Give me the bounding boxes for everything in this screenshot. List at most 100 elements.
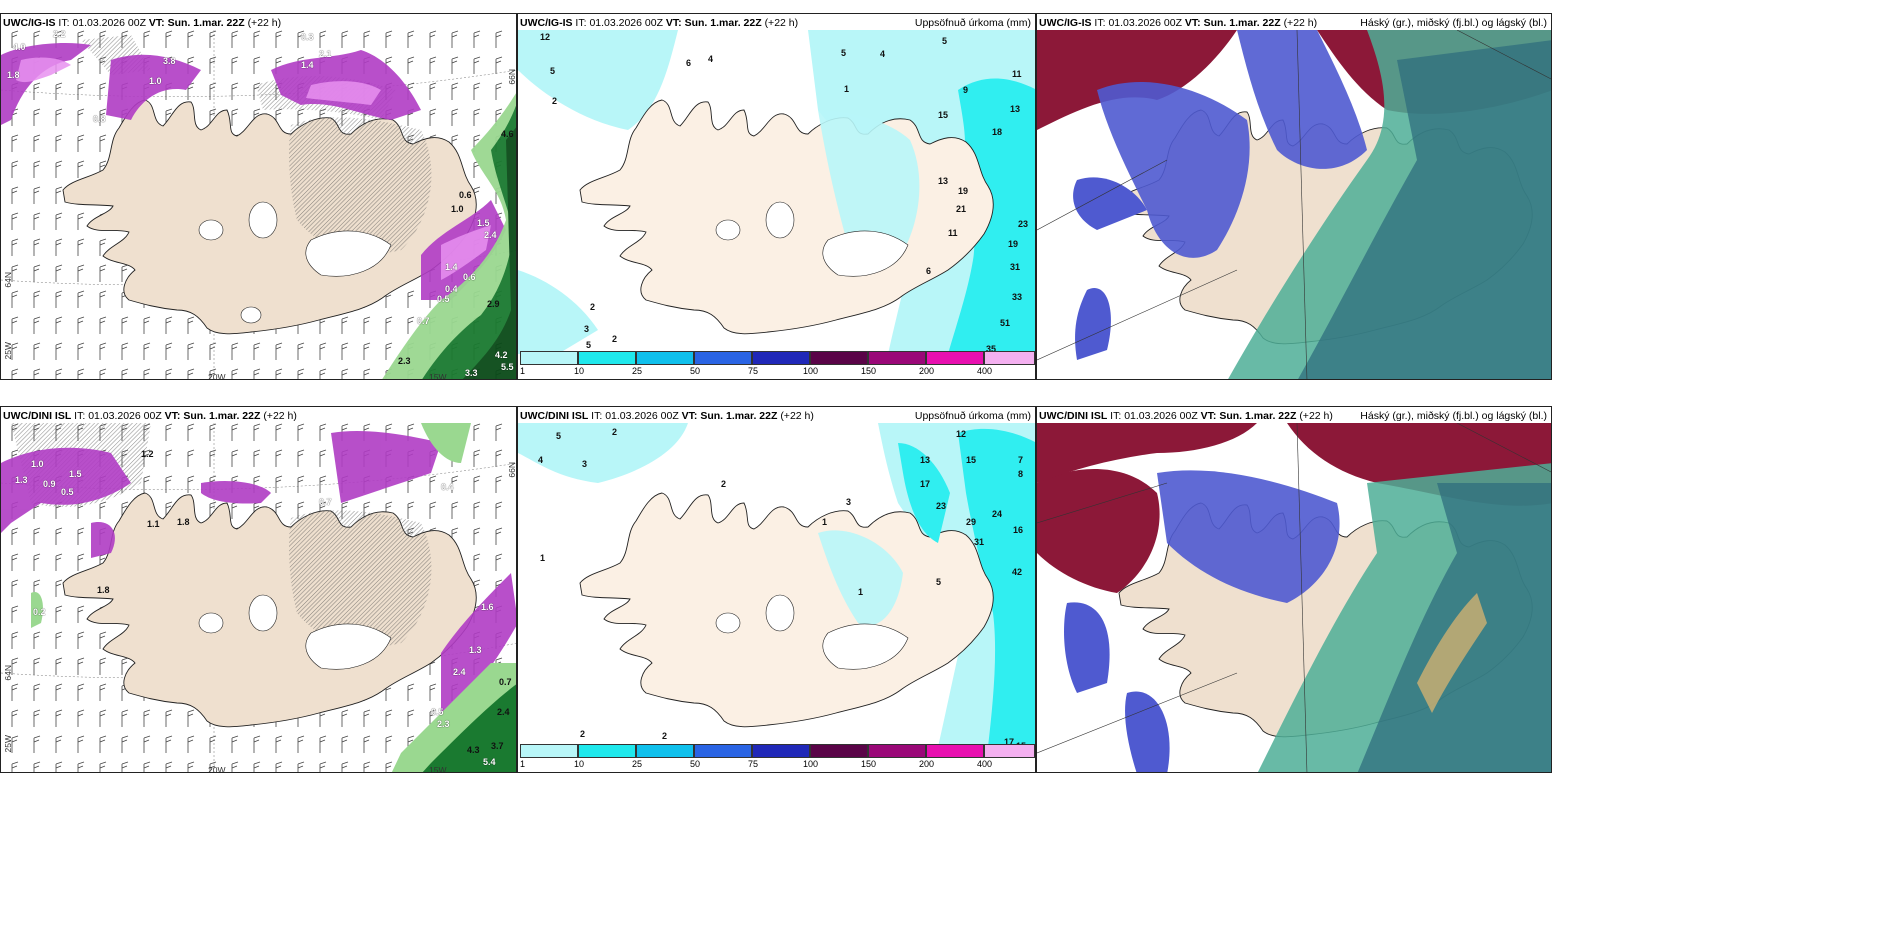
model-name: UWC/DINI ISL xyxy=(3,410,72,422)
precip-value: 12 xyxy=(956,429,967,439)
legend-swatch xyxy=(578,744,636,758)
row1-weather-title: UWC/IG-IS IT: 01.03.2026 00Z VT: Sun. 1.… xyxy=(3,17,282,29)
row2-cloud-map[interactable] xyxy=(1037,423,1552,773)
legend-label: 10 xyxy=(574,366,585,376)
precip-value: 4 xyxy=(708,54,714,64)
wx-label: 0.5 xyxy=(437,294,450,304)
legend-label: 150 xyxy=(861,366,877,376)
legend-swatch xyxy=(984,744,1035,758)
wx-label: 0.9 xyxy=(43,479,56,489)
legend-label: 150 xyxy=(861,759,877,769)
row1-precip-panel: UWC/IG-IS IT: 01.03.2026 00Z VT: Sun. 1.… xyxy=(517,13,1036,380)
wx-label: 2.3 xyxy=(398,356,411,366)
precip-value: 13 xyxy=(938,176,949,186)
wx-label: 1.3 xyxy=(469,645,482,655)
precip-value: 18 xyxy=(992,127,1003,137)
row1-weather-map[interactable] xyxy=(1,30,517,380)
precip-value: 1 xyxy=(844,84,850,94)
precip-value: 31 xyxy=(974,537,985,547)
legend-label: 1 xyxy=(520,759,526,769)
precip-value: 24 xyxy=(992,509,1003,519)
precip-value: 12 xyxy=(540,32,551,42)
wx-label: 0.4 xyxy=(441,482,454,492)
wx-label: 5.4 xyxy=(483,757,496,767)
axis-label: 15W xyxy=(429,765,447,773)
row1-cloud-title: UWC/IG-IS IT: 01.03.2026 00Z VT: Sun. 1.… xyxy=(1039,17,1318,29)
wx-label: 0.5 xyxy=(61,487,74,497)
axis-label: 25W xyxy=(3,735,13,753)
wx-label: 1.4 xyxy=(301,60,314,70)
precip-value: 6 xyxy=(926,266,932,276)
axis-label: 64N xyxy=(3,665,13,681)
wx-label: 4.2 xyxy=(495,350,508,360)
legend-label: 200 xyxy=(919,366,935,376)
legend-label: 100 xyxy=(803,759,819,769)
legend-label: 75 xyxy=(748,366,759,376)
wx-label: 0.6 xyxy=(463,272,476,282)
valid-time: Sun. 1.mar. 22Z xyxy=(167,17,245,29)
precip-value: 5 xyxy=(556,431,562,441)
row2-precip-map[interactable] xyxy=(518,423,1036,747)
wx-label: 0.7 xyxy=(319,497,332,507)
precip-value: 2 xyxy=(662,731,668,741)
legend-label: 25 xyxy=(632,366,643,376)
precip-value: 1 xyxy=(540,553,546,563)
row2-weather-map[interactable] xyxy=(1,423,517,773)
axis-label: 66N xyxy=(507,69,517,85)
wx-label: 2.9 xyxy=(487,299,500,309)
legend-swatch xyxy=(752,351,810,365)
wx-label: 0.5 xyxy=(431,707,444,717)
precip-value: 11 xyxy=(1012,69,1022,79)
wx-label: 0.3 xyxy=(301,32,314,42)
precip-value: 6 xyxy=(686,58,692,68)
wx-label: 0.7 xyxy=(499,677,512,687)
precip-value: 16 xyxy=(1013,525,1024,535)
wx-label: 2.4 xyxy=(497,707,510,717)
precip-value: 3 xyxy=(582,459,588,469)
wx-label: 0.6 xyxy=(459,190,472,200)
legend-label: 50 xyxy=(690,366,701,376)
row2-weather-title: UWC/DINI ISL IT: 01.03.2026 00Z VT: Sun.… xyxy=(3,410,297,422)
axis-label: 25W xyxy=(3,342,13,360)
legend-swatch xyxy=(694,744,752,758)
row2-precip-title: UWC/DINI ISL IT: 01.03.2026 00Z VT: Sun.… xyxy=(520,410,814,422)
precip-value: 51 xyxy=(1000,318,1011,328)
wx-label: 2.3 xyxy=(437,719,450,729)
legend-swatch xyxy=(752,744,810,758)
precip-value: 3 xyxy=(846,497,852,507)
precip-value: 23 xyxy=(936,501,947,511)
axis-label: 20W xyxy=(208,372,226,380)
legend-swatch xyxy=(520,351,578,365)
precip-value: 2 xyxy=(590,302,596,312)
precip-value: 5 xyxy=(942,36,948,46)
wx-label: 3.3 xyxy=(465,368,478,378)
precip-value: 13 xyxy=(1010,104,1021,114)
precip-value: 19 xyxy=(1008,239,1019,249)
precip-value: 5 xyxy=(550,66,556,76)
legend-label: 25 xyxy=(632,759,643,769)
row2-weather-panel: UWC/DINI ISL IT: 01.03.2026 00Z VT: Sun.… xyxy=(0,406,517,773)
precip-value: 42 xyxy=(1012,567,1023,577)
init-time: 01.03.2026 00Z xyxy=(88,410,162,422)
precip-value: 4 xyxy=(880,49,886,59)
legend-label: 1 xyxy=(520,366,526,376)
precip-value: 2 xyxy=(580,729,586,739)
row1-cloud-map[interactable] xyxy=(1037,30,1552,380)
row1-precip-map[interactable] xyxy=(518,30,1036,354)
legend-swatch xyxy=(810,351,868,365)
legend-swatch xyxy=(694,351,752,365)
legend-swatch xyxy=(868,744,926,758)
valid-time: Sun. 1.mar. 22Z xyxy=(183,410,261,422)
precip-value: 3 xyxy=(584,324,590,334)
precip-field-title: Uppsöfnuð úrkoma (mm) xyxy=(914,17,1031,29)
wx-label: 3.8 xyxy=(163,56,176,66)
precip-value: 2 xyxy=(552,96,558,106)
row1-precip-legend: 1 10 25 50 75 100 150 200 400 xyxy=(518,351,1035,379)
precip-value: 7 xyxy=(1018,455,1024,465)
row2-precip-legend: 1 10 25 50 75 100 150 200 400 xyxy=(518,744,1035,772)
row2-cloud-panel: UWC/DINI ISL IT: 01.03.2026 00Z VT: Sun.… xyxy=(1036,406,1552,773)
wx-label: 1.6 xyxy=(481,602,494,612)
legend-label: 100 xyxy=(803,366,819,376)
init-time: 01.03.2026 00Z xyxy=(72,17,146,29)
precip-value: 31 xyxy=(1010,262,1021,272)
